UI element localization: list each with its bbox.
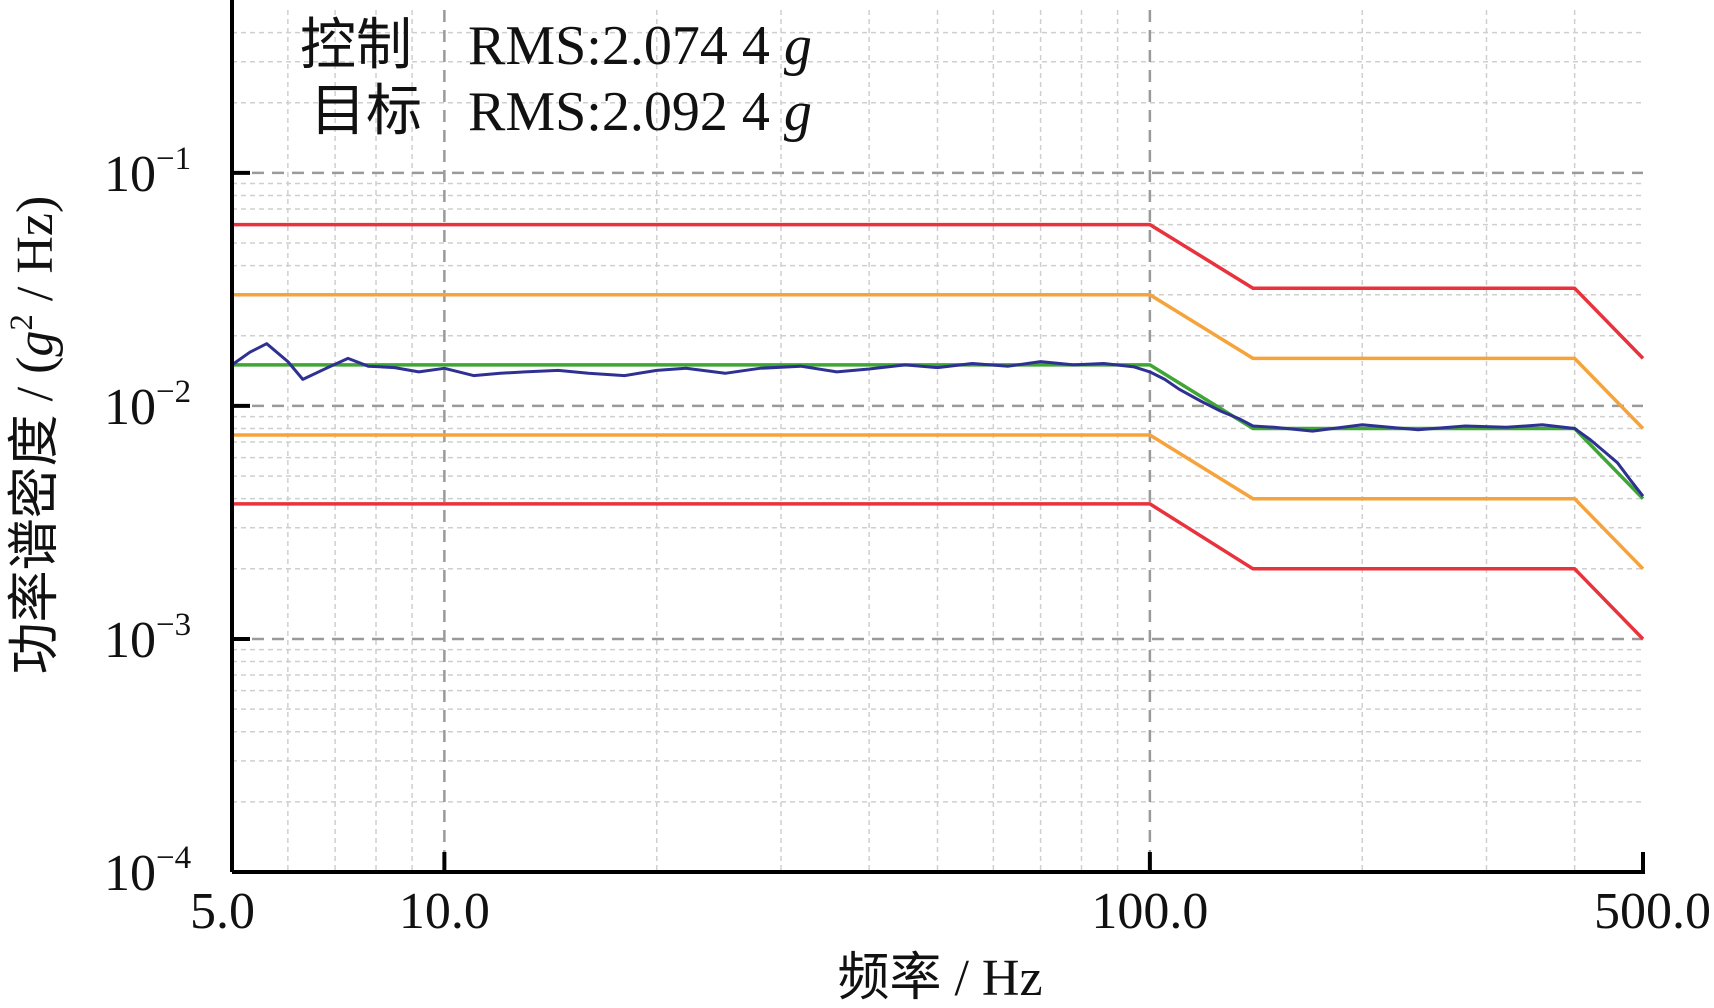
series-lower-abort bbox=[232, 502, 1645, 641]
y-tick-label: 10−4 bbox=[104, 840, 191, 902]
y-tick-labels: 10−1 10−2 10−3 10−4 bbox=[104, 141, 191, 902]
x-tick-labels: 5.0 10.0 100.0 500.0 bbox=[190, 883, 1711, 940]
rms-annotations: 控制 RMS:2.074 4 g 目标 RMS:2.092 4 g bbox=[300, 15, 812, 143]
y-tick-label: 10−1 bbox=[104, 141, 191, 203]
x-tick-label: 500.0 bbox=[1594, 883, 1711, 940]
axes bbox=[230, 0, 1645, 874]
y-tick-label: 10−3 bbox=[104, 607, 191, 669]
target-rms: RMS:2.092 4 g bbox=[468, 81, 812, 143]
major-grid bbox=[232, 10, 1643, 872]
series-control bbox=[231, 342, 1645, 498]
series-reference bbox=[232, 363, 1645, 500]
series-lower-alarm bbox=[232, 433, 1645, 571]
x-axis-title: 频率 / Hz bbox=[837, 950, 1042, 1007]
target-label: 目标 bbox=[310, 81, 422, 143]
series-upper-alarm bbox=[232, 292, 1645, 430]
control-label: 控制 bbox=[300, 15, 412, 77]
control-rms: RMS:2.074 4 g bbox=[468, 15, 812, 77]
y-tick-label: 10−2 bbox=[104, 374, 191, 436]
series-layer bbox=[231, 222, 1645, 641]
x-tick-label: 100.0 bbox=[1091, 883, 1208, 940]
x-tick-label: 10.0 bbox=[399, 883, 490, 940]
x-tick-label: 5.0 bbox=[190, 883, 255, 940]
y-axis-title: 功率谱密度 / (g2 / Hz) bbox=[4, 196, 64, 675]
series-upper-abort bbox=[232, 222, 1645, 360]
